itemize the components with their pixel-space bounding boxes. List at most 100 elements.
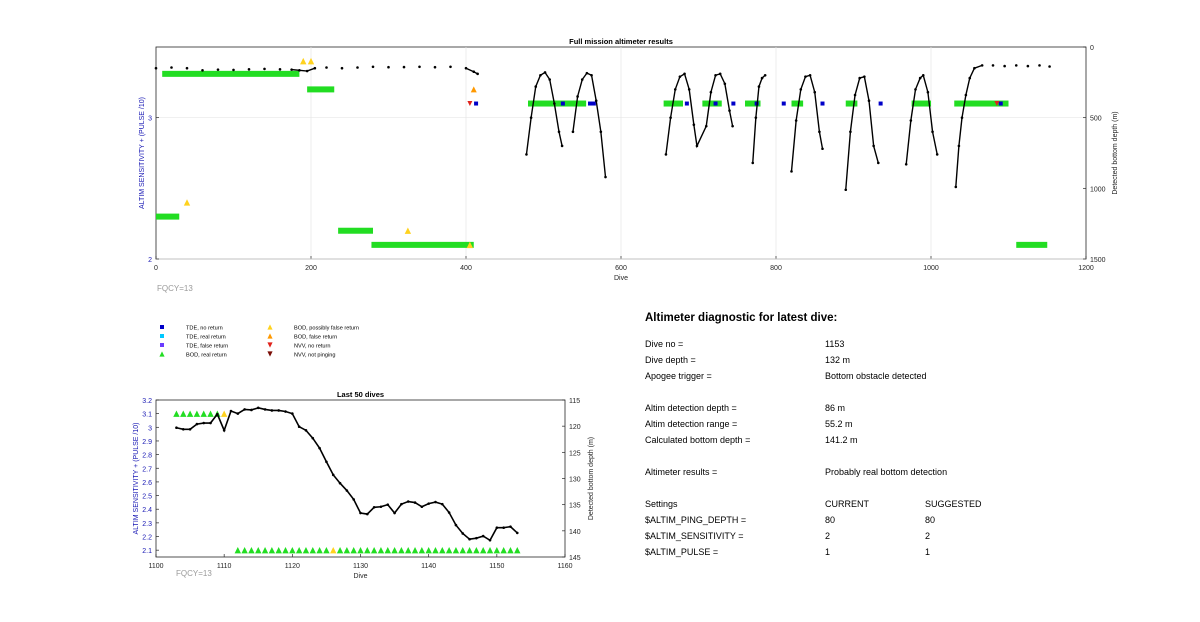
depth-point bbox=[877, 161, 880, 165]
depth-line-segment bbox=[845, 75, 879, 190]
depth-point bbox=[515, 531, 519, 535]
depth-point bbox=[291, 412, 294, 415]
depth-point bbox=[195, 422, 199, 426]
depth-point bbox=[359, 511, 362, 515]
bod-real-marker bbox=[302, 546, 310, 554]
bod-real-marker bbox=[282, 546, 289, 554]
depth-point bbox=[476, 72, 479, 76]
depth-point bbox=[201, 69, 204, 72]
bod-real-marker bbox=[507, 546, 514, 554]
depth-point bbox=[318, 446, 321, 450]
bod-real-marker bbox=[377, 546, 385, 554]
bod-real-marker bbox=[316, 546, 323, 554]
depth-point bbox=[464, 66, 468, 70]
bod-real-marker bbox=[425, 546, 432, 554]
depth-point bbox=[202, 421, 206, 425]
legend-marker-bod-real-return bbox=[159, 351, 165, 357]
bod-real-marker bbox=[241, 546, 248, 554]
depth-point bbox=[345, 489, 349, 492]
depth-point bbox=[973, 66, 976, 70]
depth-point bbox=[250, 408, 253, 412]
diag-value: 132 m bbox=[825, 355, 851, 365]
depth-point bbox=[539, 73, 542, 77]
depth-point bbox=[181, 428, 185, 431]
full-mission-x-tick-label: 1000 bbox=[923, 265, 939, 272]
diag-row-bottom-depth: Calculated bottom depth = 141.2 m bbox=[645, 435, 1165, 451]
setting-name: $ALTIM_PULSE = bbox=[645, 547, 719, 557]
depth-point bbox=[709, 90, 713, 94]
bod-real-marker bbox=[350, 546, 357, 554]
legend-marker-tde-real-return bbox=[160, 334, 164, 338]
depth-point bbox=[543, 71, 547, 74]
diag-value: 1153 bbox=[825, 339, 845, 349]
depth-point bbox=[387, 65, 390, 69]
bod-real-marker bbox=[261, 546, 269, 554]
depth-point bbox=[757, 85, 761, 88]
bod-real-segment bbox=[845, 100, 858, 107]
tde-no-return-marker bbox=[560, 101, 565, 106]
last-50-x-tick-label: 1130 bbox=[353, 563, 368, 570]
depth-point bbox=[434, 500, 437, 504]
last-50-plot-frame bbox=[155, 399, 566, 558]
bod-real-marker bbox=[391, 546, 398, 554]
depth-point bbox=[427, 502, 430, 505]
tde-no-return-marker bbox=[781, 101, 786, 106]
diag-value: 55.2 m bbox=[825, 419, 853, 429]
last-50-y-right-tick-label: 130 bbox=[569, 477, 581, 484]
setting-pulse: $ALTIM_PULSE = 1 1 bbox=[645, 547, 1165, 563]
depth-point bbox=[472, 70, 476, 74]
full-mission-title: Full mission altimeter results bbox=[569, 37, 673, 46]
legend-marker-tde-no-return bbox=[160, 325, 164, 329]
depth-point bbox=[371, 65, 375, 69]
depth-point bbox=[678, 75, 682, 78]
bod-real-marker bbox=[289, 546, 296, 554]
depth-point bbox=[216, 412, 219, 416]
depth-point bbox=[867, 99, 871, 103]
depth-point bbox=[154, 66, 158, 70]
legend-label-nvv-no-return: NVV, no return bbox=[294, 344, 331, 350]
last-50-x-tick-label: 1100 bbox=[148, 563, 163, 570]
diag-label: Apogee trigger = bbox=[645, 371, 712, 381]
depth-point bbox=[433, 65, 437, 69]
last-50-y-tick-label: 3 bbox=[148, 425, 152, 432]
depth-point bbox=[331, 473, 335, 477]
bod-real-marker bbox=[459, 546, 466, 554]
last-50-ylabel: ALTIM SENSITIVITY + (PULSE /10) bbox=[133, 423, 140, 535]
diag-value: Bottom obstacle detected bbox=[825, 371, 927, 381]
depth-point bbox=[723, 82, 727, 86]
last-50-y-tick-label: 2.2 bbox=[142, 535, 152, 542]
depth-point bbox=[461, 532, 465, 535]
depth-point bbox=[468, 537, 471, 541]
depth-point bbox=[704, 124, 708, 128]
depth-point bbox=[379, 505, 383, 509]
depth-point bbox=[808, 73, 812, 77]
settings-label: Settings bbox=[645, 499, 678, 509]
diag-value: 86 m bbox=[825, 403, 846, 413]
depth-line-segment bbox=[905, 73, 938, 165]
bod-possibly-false-marker bbox=[404, 227, 412, 234]
diagnostic-title: Altimeter diagnostic for latest dive: bbox=[645, 312, 838, 324]
bod-real-marker bbox=[384, 546, 391, 554]
depth-point bbox=[872, 144, 875, 148]
depth-point bbox=[590, 73, 593, 77]
bod-real-marker bbox=[411, 546, 419, 554]
depth-point bbox=[714, 73, 717, 77]
legend-label-tde-no-return: TDE, no return bbox=[186, 326, 223, 332]
full-mission-x-tick-label: 600 bbox=[615, 265, 627, 272]
diag-label: Dive depth = bbox=[645, 355, 696, 365]
depth-point bbox=[991, 64, 995, 67]
diag-value: 141.2 m bbox=[825, 435, 858, 445]
last-50-y-tick-label: 2.4 bbox=[142, 507, 152, 514]
diag-label: Altimeter results = bbox=[645, 467, 718, 477]
full-mission-x-tick-label: 800 bbox=[770, 265, 782, 272]
depth-point bbox=[1003, 64, 1006, 68]
legend-marker-nvv-no-return bbox=[267, 342, 273, 348]
setting-suggested: 80 bbox=[925, 515, 936, 525]
depth-point bbox=[406, 500, 410, 503]
bod-real-segment bbox=[371, 241, 474, 248]
setting-ping-depth: $ALTIM_PING_DEPTH = 80 80 bbox=[645, 515, 1165, 531]
depth-point bbox=[683, 72, 686, 76]
depth-point bbox=[960, 116, 964, 119]
depth-point bbox=[718, 72, 722, 76]
